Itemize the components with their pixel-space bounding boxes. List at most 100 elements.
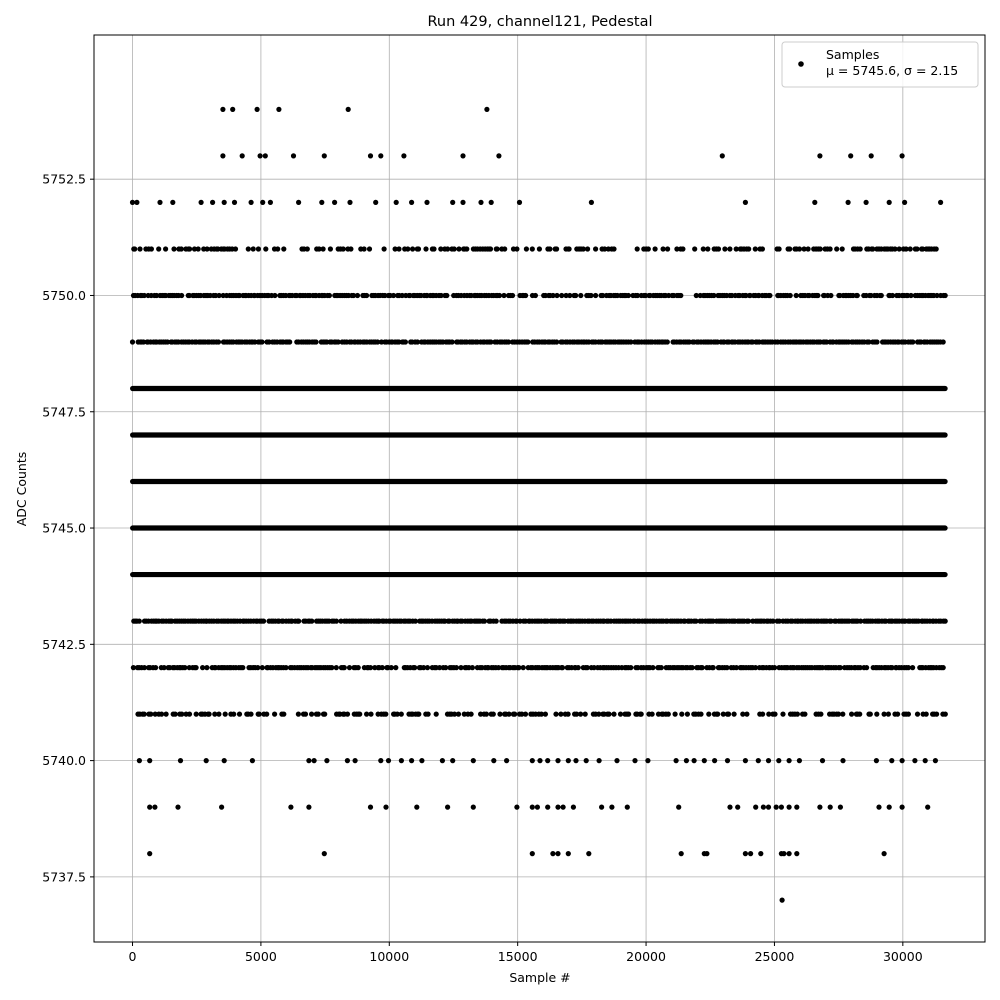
data-point (401, 153, 407, 159)
data-point (132, 246, 138, 252)
data-point (818, 711, 824, 717)
data-point (817, 153, 823, 159)
data-point (923, 711, 929, 717)
data-point (484, 106, 490, 112)
data-point (626, 711, 632, 717)
data-point (840, 711, 846, 717)
data-point (355, 665, 361, 671)
data-point (565, 711, 571, 717)
data-point (542, 711, 549, 717)
data-point (733, 246, 739, 252)
level-5748-points (130, 385, 948, 392)
data-point (554, 292, 560, 299)
data-point (755, 758, 761, 764)
data-point (348, 246, 354, 252)
y-tick-label: 5737.5 (42, 869, 86, 884)
data-point (628, 665, 634, 671)
data-point (468, 711, 474, 717)
data-point (617, 711, 624, 717)
data-point (239, 153, 245, 159)
data-point (231, 711, 237, 717)
data-point (839, 246, 845, 252)
data-point (724, 665, 730, 671)
data-point (558, 711, 564, 717)
data-point (693, 292, 699, 299)
data-point (942, 711, 948, 717)
data-point (248, 199, 254, 205)
data-point (720, 711, 726, 717)
data-point (889, 292, 896, 299)
data-point (458, 665, 464, 671)
data-point (586, 851, 592, 857)
data-point (652, 246, 658, 252)
data-point (726, 711, 732, 717)
data-point (680, 246, 686, 252)
x-tick-label: 20000 (626, 949, 666, 964)
data-point (367, 665, 374, 671)
x-tick-label: 10000 (369, 949, 409, 964)
data-point (455, 711, 462, 717)
data-point (938, 199, 944, 205)
data-point (220, 106, 226, 112)
data-point (701, 758, 707, 764)
data-point (393, 199, 399, 205)
data-point (178, 246, 184, 252)
data-point (742, 758, 749, 764)
data-point (506, 711, 512, 717)
data-point (419, 758, 425, 764)
data-point (664, 339, 670, 345)
data-point (559, 292, 565, 299)
data-point (163, 711, 169, 717)
data-point (744, 711, 750, 717)
data-point (287, 339, 293, 345)
data-point (393, 665, 399, 671)
data-point (892, 246, 898, 252)
data-point (516, 665, 522, 671)
data-point (776, 758, 782, 764)
data-point (495, 665, 502, 671)
data-point (611, 246, 617, 252)
level-5747-points (130, 432, 948, 438)
data-point (231, 199, 238, 205)
data-point (565, 758, 571, 764)
data-point (392, 246, 398, 252)
data-point (443, 665, 449, 671)
data-point (373, 199, 379, 205)
data-point (514, 246, 520, 252)
data-point (704, 851, 710, 857)
data-point (296, 618, 302, 624)
data-point (212, 711, 218, 717)
data-point (835, 711, 842, 717)
data-point (487, 246, 494, 252)
data-point (724, 758, 731, 764)
y-tick-label: 5742.5 (42, 637, 86, 652)
data-point (827, 804, 833, 810)
data-point (249, 758, 255, 764)
data-point (864, 665, 870, 671)
level-5741-points (135, 711, 948, 717)
data-point (332, 199, 338, 205)
data-point (281, 246, 287, 252)
data-point (130, 665, 136, 671)
data-point (344, 711, 351, 717)
data-point (679, 711, 685, 717)
x-tick-label: 15000 (498, 949, 538, 964)
data-point (706, 711, 712, 717)
data-point (715, 246, 722, 252)
data-point (903, 246, 909, 252)
legend-stats: μ = 5745.6, σ = 2.15 (826, 63, 958, 78)
data-point (410, 246, 416, 252)
data-point (522, 711, 529, 717)
data-point (147, 804, 153, 810)
data-point (858, 618, 864, 624)
data-point (416, 711, 422, 717)
data-point (781, 851, 787, 857)
data-point (439, 758, 445, 764)
data-point (854, 292, 860, 299)
data-point (141, 292, 147, 299)
level-5751-points (131, 246, 939, 252)
data-point (424, 199, 430, 205)
data-point (519, 711, 525, 717)
dense-point-band (130, 525, 948, 531)
